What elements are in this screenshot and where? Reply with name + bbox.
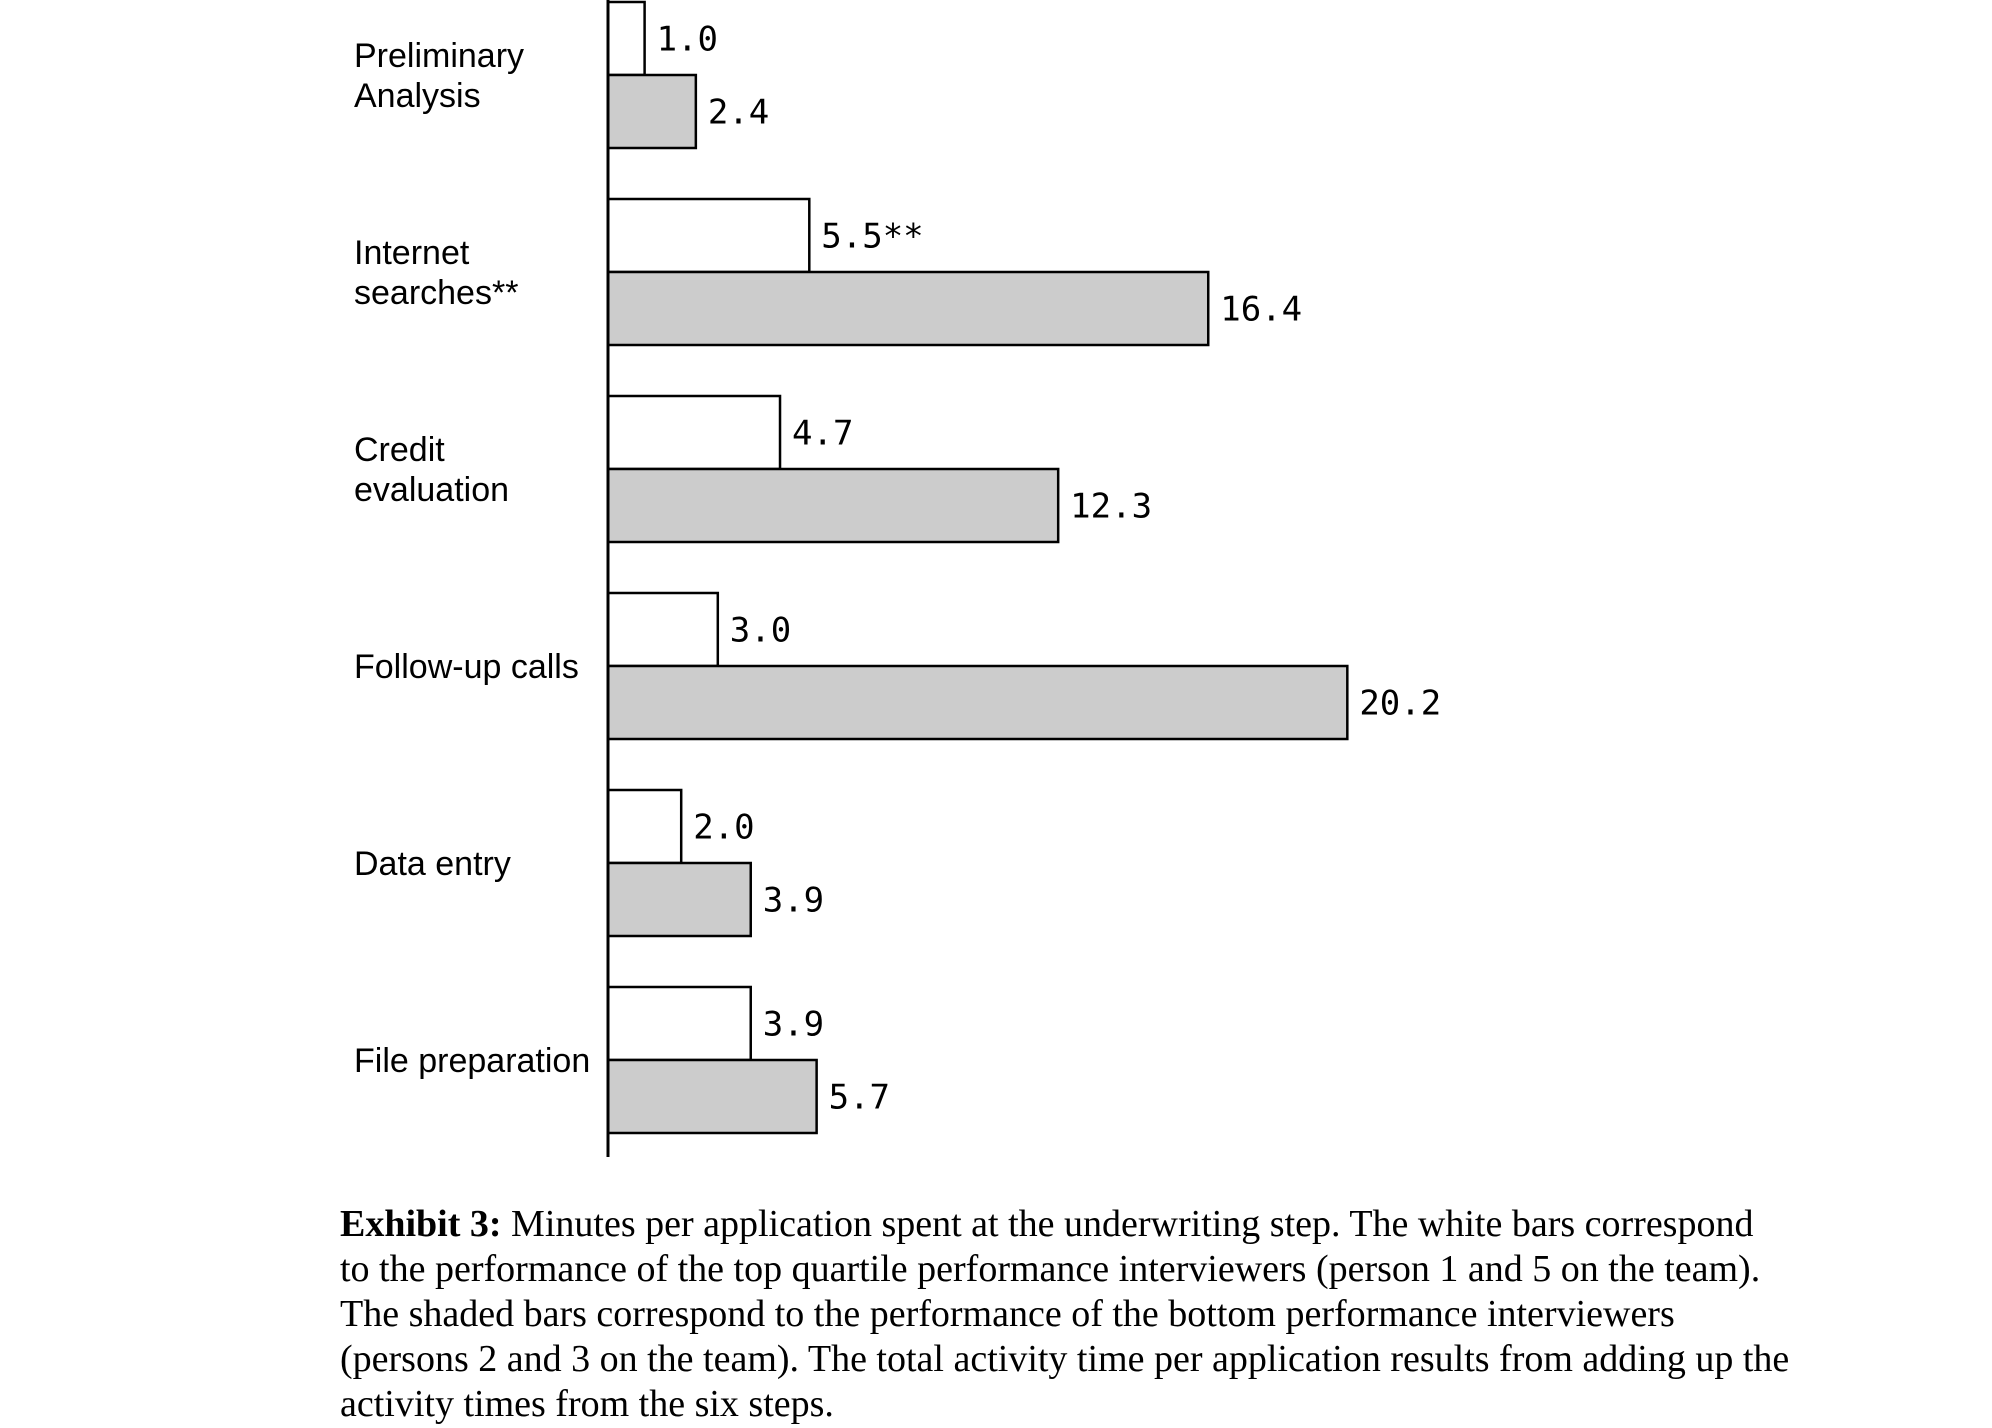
category-label-5: File preparation — [354, 1042, 590, 1080]
bar-top-quartile-4 — [606, 788, 683, 865]
bar-top-quartile-1 — [606, 197, 811, 274]
bar-bottom-5 — [606, 1058, 818, 1135]
category-label-2: Credit evaluation — [354, 431, 509, 509]
data-label-top-quartile-2: 4.7 — [792, 414, 853, 454]
bar-bottom-2 — [606, 467, 1060, 544]
data-label-bottom-3: 20.2 — [1359, 684, 1441, 724]
data-label-top-quartile-4: 2.0 — [693, 808, 754, 848]
data-label-bottom-0: 2.4 — [708, 93, 769, 133]
data-label-top-quartile-0: 1.0 — [657, 20, 718, 60]
data-label-bottom-5: 5.7 — [829, 1078, 890, 1118]
category-label-4: Data entry — [354, 845, 511, 883]
category-label-1: Internet searches** — [354, 234, 518, 312]
data-label-top-quartile-5: 3.9 — [763, 1005, 824, 1045]
caption-text: Minutes per application spent at the und… — [340, 1203, 1790, 1425]
bar-chart: 1.0 2.4 Preliminary Analysis 5.5** 16.4 Intern… — [354, 0, 1441, 1157]
bar-bottom-1 — [606, 270, 1210, 347]
data-label-bottom-4: 3.9 — [763, 881, 824, 921]
bar-top-quartile-5 — [606, 985, 752, 1062]
figure-caption: Exhibit 3: Minutes per application spent… — [340, 1202, 1790, 1427]
data-label-bottom-1: 16.4 — [1220, 290, 1302, 330]
bar-top-quartile-3 — [606, 591, 720, 668]
bar-bottom-4 — [606, 861, 752, 938]
data-label-bottom-2: 12.3 — [1070, 487, 1152, 527]
data-label-top-quartile-3: 3.0 — [730, 611, 791, 651]
bar-top-quartile-2 — [606, 394, 782, 471]
caption-label: Exhibit 3: — [340, 1203, 502, 1245]
bar-bottom-0 — [606, 73, 698, 150]
data-label-top-quartile-1: 5.5** — [821, 217, 923, 257]
bar-bottom-3 — [606, 664, 1349, 741]
bar-top-quartile-0 — [606, 0, 646, 77]
category-label-3: Follow-up calls — [354, 648, 579, 686]
category-label-0: Preliminary Analysis — [354, 37, 524, 115]
